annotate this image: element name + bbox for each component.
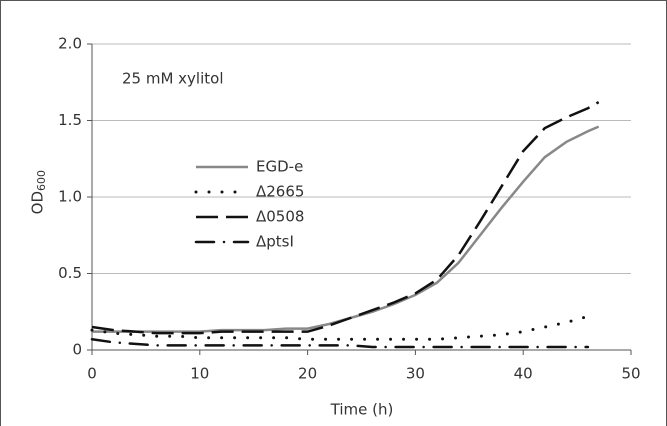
x-tick-label: 10 <box>190 365 209 383</box>
legend-label: ΔptsI <box>256 233 294 251</box>
y-tick-label: 1.5 <box>58 111 82 129</box>
x-axis-title: Time (h) <box>330 401 394 419</box>
annotation: 25 mM xylitol <box>122 70 224 88</box>
series-line <box>91 101 600 335</box>
y-axis-title-main: OD <box>29 191 47 214</box>
legend-label: Δ0508 <box>256 208 304 226</box>
series-line <box>90 314 590 341</box>
x-tick-label: 50 <box>621 365 640 383</box>
y-axis-title: OD 600 <box>29 170 49 214</box>
series-line <box>90 338 590 349</box>
legend-label: Δ2665 <box>256 183 304 201</box>
x-tick-label: 20 <box>298 365 317 383</box>
x-tick-label: 0 <box>87 365 97 383</box>
y-tick-label: 1.0 <box>58 188 82 206</box>
x-tick-label: 40 <box>514 365 533 383</box>
series-line <box>92 125 600 333</box>
legend-label: EGD-e <box>256 158 303 176</box>
x-tick-label: 30 <box>406 365 425 383</box>
y-tick-label: 0.5 <box>58 264 82 282</box>
y-axis-title-sub: 600 <box>35 170 48 191</box>
y-tick-label: 0 <box>72 341 82 359</box>
y-tick-label: 2.0 <box>58 35 82 53</box>
